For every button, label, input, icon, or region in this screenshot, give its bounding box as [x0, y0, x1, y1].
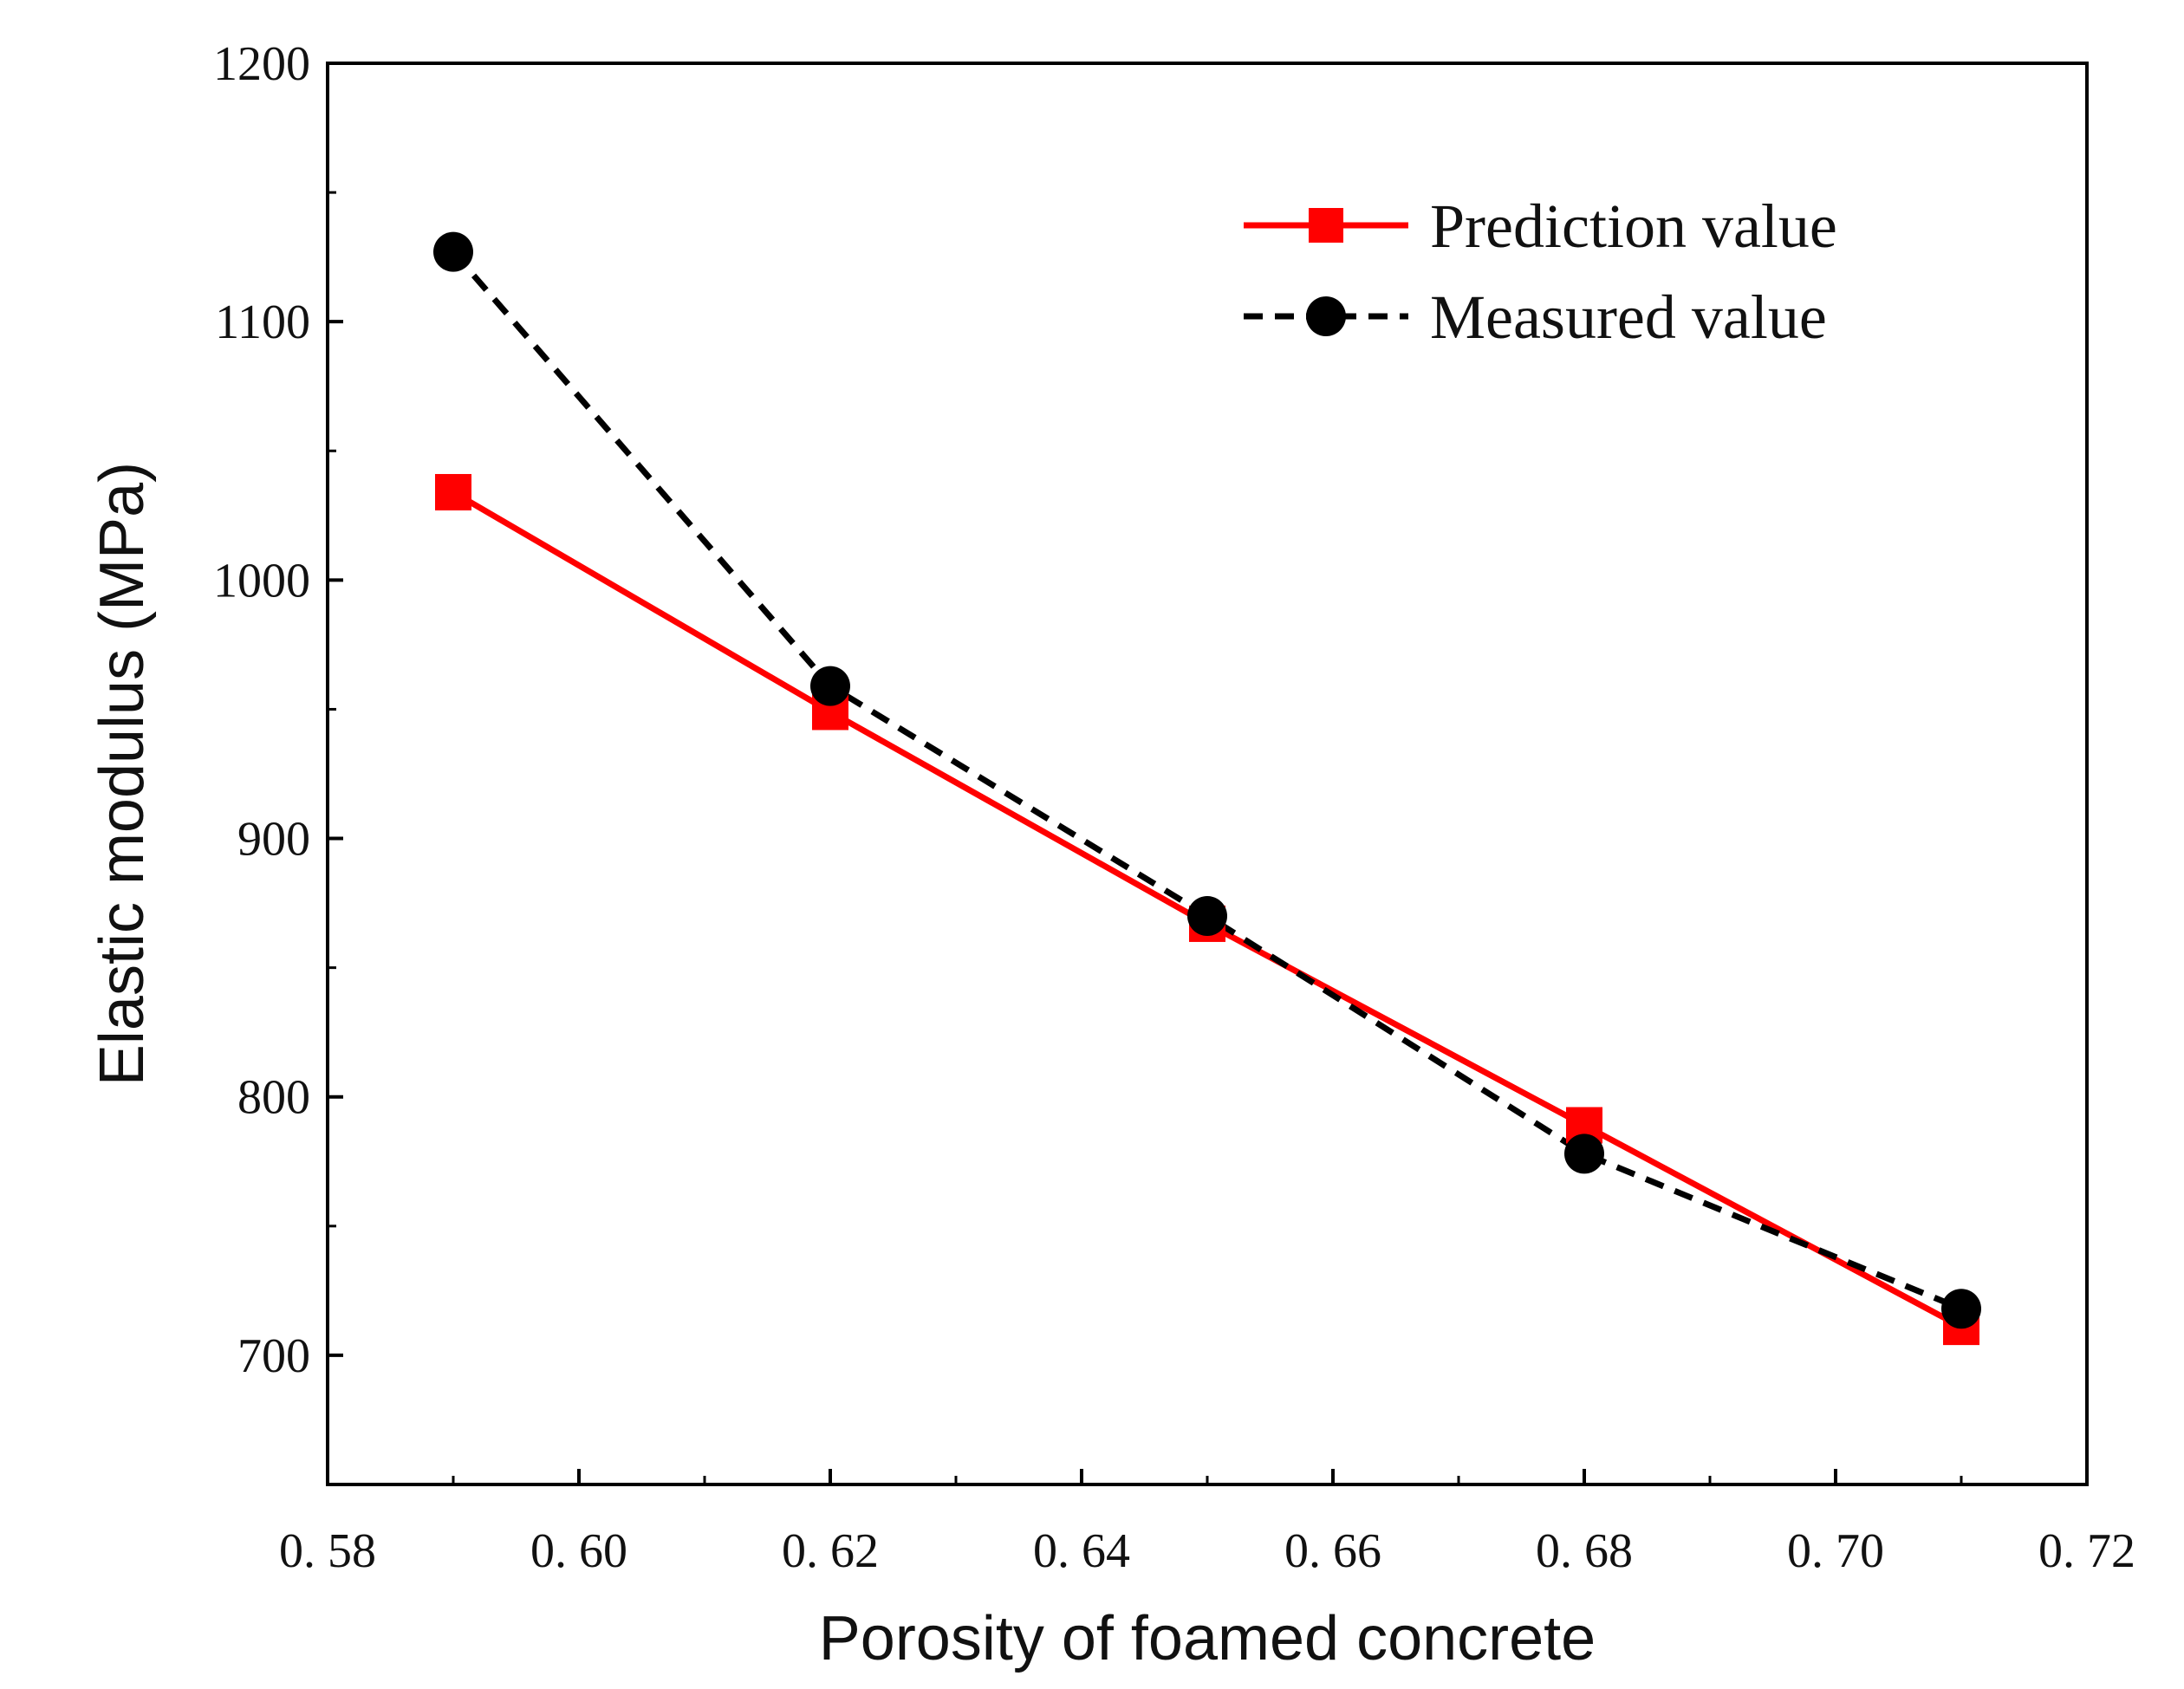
plot-frame: [326, 62, 2089, 1486]
y-tick-label: 1000: [213, 554, 310, 607]
x-tick-label: 0. 66: [1284, 1524, 1381, 1578]
data-point-measured: [1941, 1289, 1981, 1329]
x-axis-title: Porosity of foamed concrete: [819, 1604, 1596, 1673]
y-axis-ticks: 700 800 900 1000 1100 1200: [213, 37, 343, 1383]
x-tick-label: 0. 68: [1536, 1524, 1633, 1578]
x-tick-label: 0. 64: [1033, 1524, 1130, 1578]
legend: Prediction value Measured value: [1244, 192, 1837, 352]
data-point-measured: [1187, 896, 1227, 936]
y-tick-label: 800: [237, 1071, 310, 1125]
series-layer: [433, 231, 1981, 1346]
y-tick-label: 1200: [213, 37, 310, 91]
data-point-measured: [433, 231, 473, 272]
x-tick-label: 0. 70: [1787, 1524, 1884, 1578]
legend-label-measured: Measured value: [1430, 283, 1827, 352]
x-axis-ticks: 0. 58 0. 60 0. 62 0. 64 0. 66 0. 68 0. 70 0. 72: [279, 1469, 2135, 1578]
x-tick-label: 0. 60: [530, 1524, 627, 1578]
data-point-measured: [1564, 1134, 1604, 1174]
y-axis-title: Elastic modulus (MPa): [88, 462, 157, 1086]
y-tick-label: 900: [237, 813, 310, 867]
x-tick-label: 0. 62: [782, 1524, 879, 1578]
legend-marker-measured: [1306, 296, 1346, 336]
data-point-prediction: [435, 473, 471, 510]
data-point-measured: [810, 666, 850, 706]
legend-label-prediction: Prediction value: [1430, 192, 1837, 261]
series-line-measured: [451, 250, 1963, 1312]
x-tick-label: 0. 72: [2038, 1524, 2135, 1578]
legend-marker-prediction: [1309, 208, 1343, 243]
y-tick-label: 1100: [215, 296, 310, 349]
y-tick-label: 700: [237, 1329, 310, 1383]
x-tick-label: 0. 58: [279, 1524, 376, 1578]
